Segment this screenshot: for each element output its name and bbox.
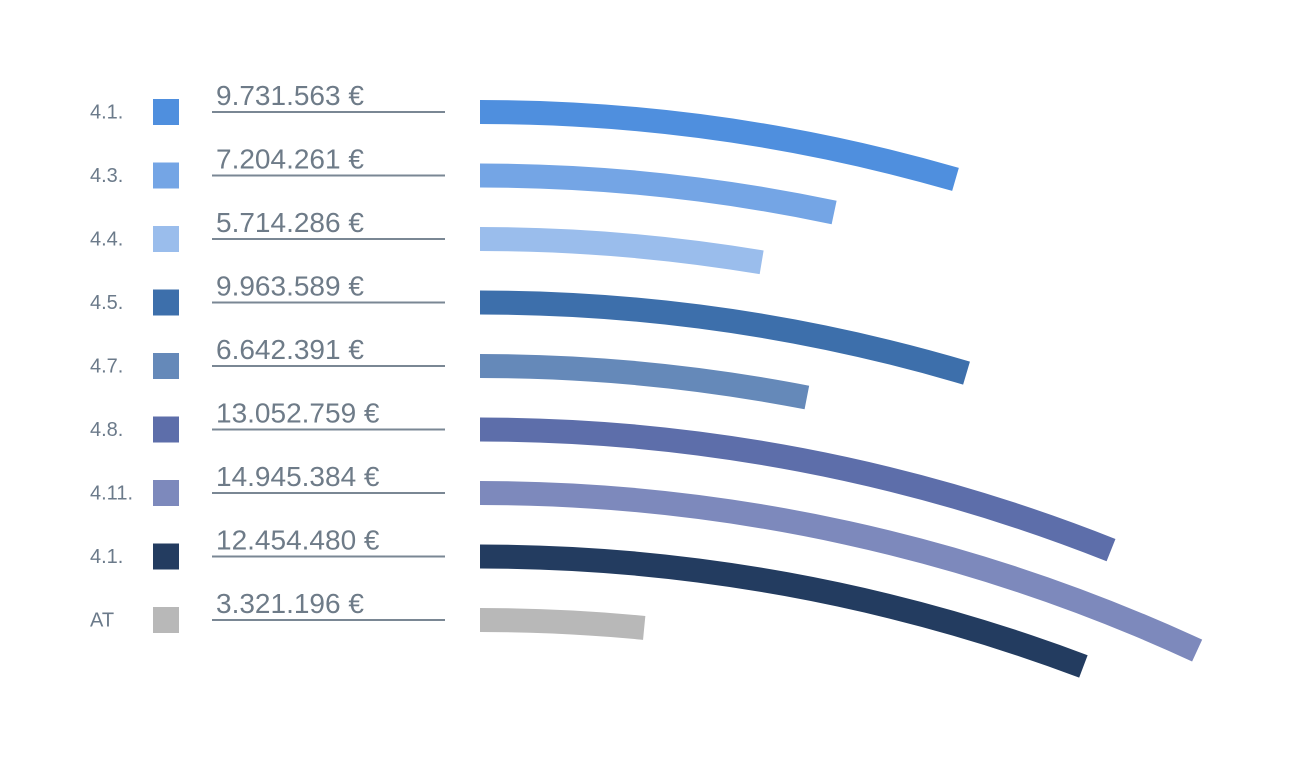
legend-swatch <box>153 416 179 443</box>
arc-bar <box>479 608 646 640</box>
value-label: 12.454.480 € <box>216 525 380 556</box>
category-label: 4.5. <box>90 292 123 314</box>
category-label: 4.3. <box>90 165 123 187</box>
arc-bar <box>479 100 959 191</box>
category-label: 4.4. <box>90 228 123 250</box>
value-label: 9.963.589 € <box>216 271 364 302</box>
arc-bar <box>479 290 970 385</box>
category-label: AT <box>90 609 114 631</box>
arc-bar <box>479 354 810 410</box>
value-label: 14.945.384 € <box>216 461 380 492</box>
category-label: 4.8. <box>90 419 123 441</box>
arc-bar <box>479 481 1203 662</box>
value-label: 3.321.196 € <box>216 588 364 619</box>
legend-swatch <box>153 162 179 189</box>
legend-swatch <box>153 353 179 379</box>
value-label: 9.731.563 € <box>216 80 364 111</box>
value-label: 6.642.391 € <box>216 334 364 365</box>
value-label: 5.714.286 € <box>216 207 364 238</box>
value-label: 7.204.261 € <box>216 144 364 175</box>
arc-bar <box>479 544 1088 678</box>
value-label: 13.052.759 € <box>216 398 380 429</box>
legend-swatch <box>153 480 179 506</box>
category-label: 4.11. <box>90 482 133 504</box>
legend-swatch <box>153 543 179 570</box>
legend-swatch <box>153 99 179 125</box>
arc-bar <box>479 417 1116 562</box>
category-label: 4.1. <box>90 546 123 568</box>
arc-bar <box>479 163 837 225</box>
category-label: 4.1. <box>90 101 123 123</box>
legend-swatch <box>153 226 179 252</box>
legend-swatch <box>153 607 179 633</box>
category-label: 4.7. <box>90 355 123 377</box>
arc-bar <box>479 227 764 275</box>
legend-swatch <box>153 289 179 316</box>
